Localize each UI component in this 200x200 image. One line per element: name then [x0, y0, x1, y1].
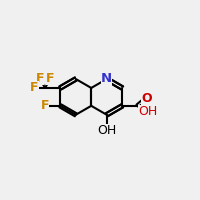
- Text: N: N: [101, 72, 112, 85]
- Text: F: F: [41, 99, 49, 112]
- Text: OH: OH: [138, 105, 157, 118]
- Text: F: F: [30, 81, 39, 94]
- Text: O: O: [141, 92, 152, 105]
- Text: F: F: [46, 72, 55, 85]
- Text: OH: OH: [97, 124, 116, 137]
- Text: F: F: [35, 72, 44, 85]
